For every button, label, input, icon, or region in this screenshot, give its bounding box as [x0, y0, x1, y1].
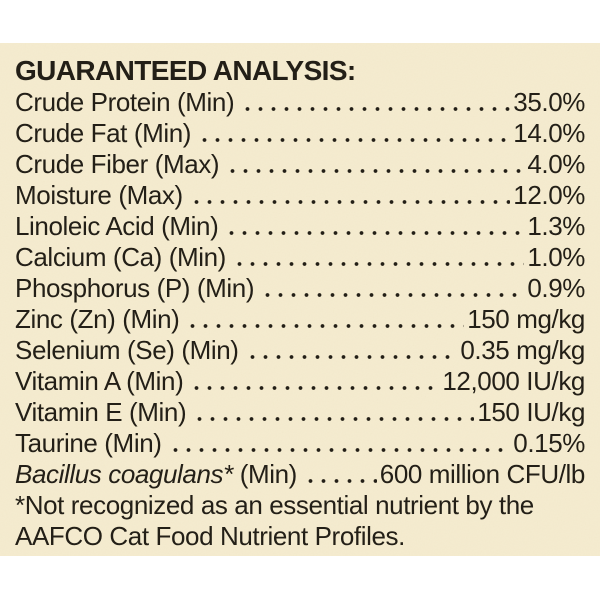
analysis-row: Taurine (Min) 0.15%	[15, 428, 585, 459]
nutrient-label: Linoleic Acid (Min)	[15, 211, 219, 241]
dot-leader	[198, 118, 511, 149]
analysis-row: Calcium (Ca) (Min) 1.0%	[15, 242, 585, 273]
analysis-row: Selenium (Se) (Min) 0.35 mg/kg	[15, 335, 585, 366]
nutrient-value: 1.0%	[527, 242, 585, 272]
dot-leader	[245, 335, 458, 366]
footnote-line-1: *Not recognized as an essential nutrient…	[15, 490, 534, 520]
nutrient-label: Crude Fat (Min)	[15, 118, 192, 148]
guaranteed-analysis-panel: GUARANTEED ANALYSIS: Crude Protein (Min)…	[0, 43, 600, 556]
analysis-row: Linoleic Acid (Min) 1.3%	[15, 211, 585, 242]
nutrient-label: Phosphorus (P) (Min)	[15, 273, 255, 303]
analysis-row: Moisture (Max) 12.0%	[15, 180, 585, 211]
nutrient-value: 0.35 mg/kg	[460, 335, 585, 365]
nutrient-value: 12.0%	[513, 180, 585, 210]
analysis-row: Crude Protein (Min) 35.0%	[15, 87, 585, 118]
nutrient-value: 0.9%	[527, 273, 585, 303]
nutrient-value: 0.15%	[513, 428, 585, 458]
analysis-row: Bacillus coagulans* (Min) 600 million CF…	[15, 459, 585, 490]
nutrient-label: Vitamin E (Min)	[15, 397, 187, 427]
nutrient-value: 150 IU/kg	[477, 397, 585, 427]
dot-leader	[261, 273, 525, 304]
analysis-row: Zinc (Zn) (Min) 150 mg/kg	[15, 304, 585, 335]
analysis-row: Crude Fiber (Max) 4.0%	[15, 149, 585, 180]
nutrient-label: Moisture (Max)	[15, 180, 183, 210]
dot-leader	[241, 87, 511, 118]
nutrient-label: Calcium (Ca) (Min)	[15, 242, 226, 272]
nutrient-label: Crude Fiber (Max)	[15, 149, 220, 179]
nutrient-value: 14.0%	[513, 118, 585, 148]
nutrient-value: 35.0%	[513, 87, 585, 117]
nutrient-value: 150 mg/kg	[467, 304, 585, 334]
dot-leader	[190, 366, 440, 397]
nutrient-value: 4.0%	[527, 149, 585, 179]
nutrient-label: Bacillus coagulans* (Min)	[15, 459, 297, 490]
nutrient-label: Selenium (Se) (Min)	[15, 335, 239, 365]
nutrient-label: Zinc (Zn) (Min)	[15, 304, 180, 334]
dot-leader	[168, 428, 511, 459]
analysis-row: Vitamin A (Min) 12,000 IU/kg	[15, 366, 585, 397]
panel-title: GUARANTEED ANALYSIS:	[15, 55, 356, 86]
dot-leader	[193, 397, 475, 428]
nutrient-label-scientific: Bacillus coagulans*	[15, 459, 233, 489]
nutrient-label-suffix: (Min)	[232, 459, 298, 489]
nutrient-label: Crude Protein (Min)	[15, 87, 235, 117]
nutrient-label: Vitamin A (Min)	[15, 366, 184, 396]
dot-leader	[232, 242, 525, 273]
analysis-row: Vitamin E (Min) 150 IU/kg	[15, 397, 585, 428]
nutrient-value: 600 million CFU/lb	[379, 459, 586, 489]
footnote-line-2: AAFCO Cat Food Nutrient Profiles.	[15, 521, 405, 551]
dot-leader	[186, 304, 465, 335]
dot-leader	[225, 211, 525, 242]
nutrient-value: 1.3%	[527, 211, 585, 241]
dot-leader	[303, 459, 377, 490]
analysis-content: GUARANTEED ANALYSIS: Crude Protein (Min)…	[0, 43, 600, 552]
analysis-row: Phosphorus (P) (Min) 0.9%	[15, 273, 585, 304]
dot-leader	[189, 180, 511, 211]
analysis-row: Crude Fat (Min) 14.0%	[15, 118, 585, 149]
nutrient-label: Taurine (Min)	[15, 428, 162, 458]
nutrient-value: 12,000 IU/kg	[442, 366, 585, 396]
dot-leader	[226, 149, 525, 180]
